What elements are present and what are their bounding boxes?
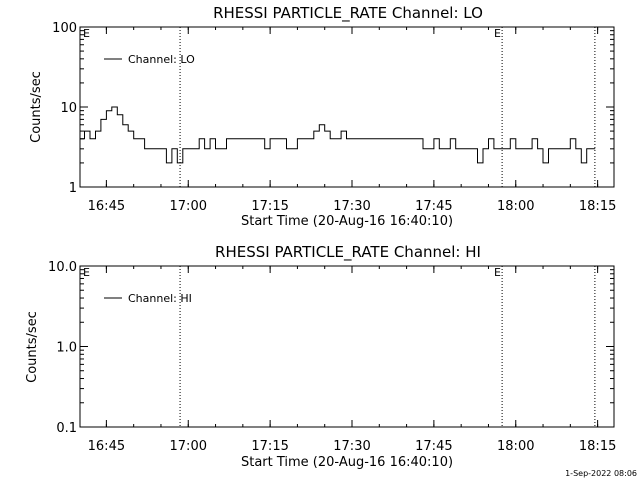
x-tick-label: 17:30: [333, 199, 370, 214]
x-axis-label: Start Time (20-Aug-16 16:40:10): [241, 455, 453, 470]
x-tick-label: 17:15: [251, 199, 288, 214]
x-tick-label: 17:15: [251, 439, 288, 454]
legend: Channel: HI: [104, 292, 192, 305]
legend-label: Channel: HI: [128, 292, 192, 305]
x-tick-label: 17:00: [170, 199, 207, 214]
y-tick-label: 10.0: [48, 260, 77, 275]
y-axis-label: Counts/sec: [25, 311, 40, 383]
chart-title: RHESSI PARTICLE_RATE Channel: HI: [215, 243, 481, 262]
x-tick-label: 17:45: [415, 199, 452, 214]
generated-timestamp: 1-Sep-2022 08:06: [565, 469, 637, 478]
event-marker-label: E: [494, 266, 501, 279]
y-tick-label: 100: [52, 21, 77, 36]
x-axis-label: Start Time (20-Aug-16 16:40:10): [241, 214, 453, 229]
plot-frame: [79, 26, 615, 188]
y-tick-label: 1: [69, 181, 77, 196]
x-tick-label: 18:00: [497, 439, 534, 454]
x-tick-label: 16:45: [88, 199, 125, 214]
x-tick-label: 17:45: [415, 439, 452, 454]
event-marker-label: E: [494, 27, 501, 40]
x-tick-label: 18:00: [497, 199, 534, 214]
series-line: [80, 106, 596, 164]
event-marker-label: E: [83, 266, 90, 279]
legend-label: Channel: LO: [128, 53, 195, 66]
x-tick-label: 17:00: [170, 439, 207, 454]
panel-lo: RHESSI PARTICLE_RATE Channel: LO Counts/…: [29, 4, 616, 229]
x-tick-label: 18:15: [579, 199, 616, 214]
event-marker-label: E: [83, 27, 90, 40]
y-tick-label: 0.1: [56, 421, 77, 436]
panel-hi: RHESSI PARTICLE_RATE Channel: HI Counts/…: [25, 243, 616, 470]
y-axis-label: Counts/sec: [29, 71, 44, 143]
x-tick-label: 16:45: [88, 439, 125, 454]
x-tick-label: 17:30: [333, 439, 370, 454]
chart-title: RHESSI PARTICLE_RATE Channel: LO: [213, 4, 483, 23]
x-tick-label: 18:15: [579, 439, 616, 454]
plot-frame: [79, 265, 615, 428]
y-tick-label: 10: [60, 101, 77, 116]
legend: Channel: LO: [104, 53, 195, 66]
y-tick-label: 1.0: [56, 341, 77, 356]
